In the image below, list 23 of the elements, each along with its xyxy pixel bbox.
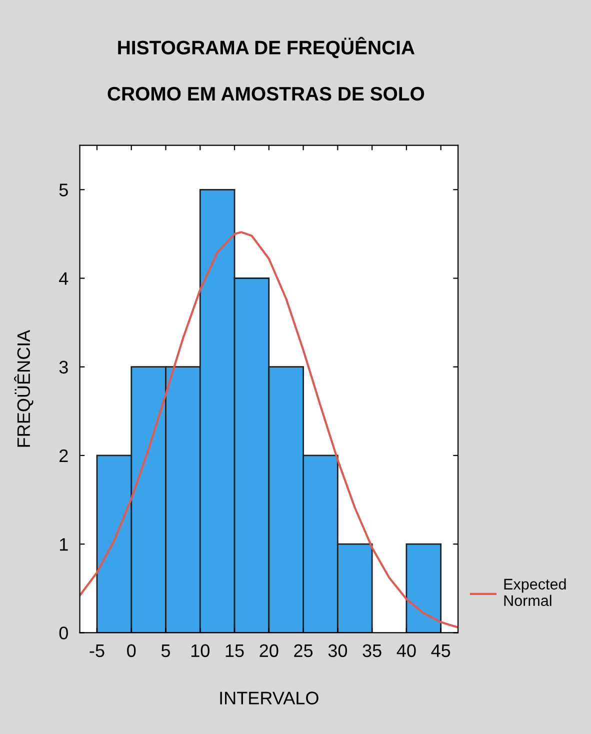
x-tick-label: -5 xyxy=(90,644,104,658)
legend-label: Expected Normal xyxy=(504,578,566,606)
x-tick-label: 40 xyxy=(396,644,416,658)
y-tick-label: 4 xyxy=(59,272,68,285)
chart-subtitle: CROMO EM AMOSTRAS DE SOLO xyxy=(108,86,424,101)
x-tick-label: 45 xyxy=(431,644,450,658)
chart-title: HISTOGRAMA DE FREQÜÊNCIA xyxy=(118,36,415,58)
x-tick-label: 15 xyxy=(226,644,244,658)
x-tick-label: 5 xyxy=(161,644,170,658)
x-tick-label: 10 xyxy=(191,644,210,658)
x-axis-title: INTERVALO xyxy=(220,692,318,704)
y-tick-label: 1 xyxy=(60,538,68,551)
x-tick-label: 0 xyxy=(127,644,136,658)
x-tick-label: 25 xyxy=(294,644,313,658)
line-series xyxy=(80,231,458,628)
x-tick-label: 20 xyxy=(260,644,278,658)
x-tick-label: 35 xyxy=(362,644,382,658)
y-axis-title: FREQÜÊNCIA xyxy=(14,330,34,447)
y-tick-label: 5 xyxy=(59,184,68,196)
x-tick-label: 30 xyxy=(328,644,348,658)
y-tick-label: 3 xyxy=(59,360,68,374)
y-tick-label: 2 xyxy=(60,449,68,462)
y-tick-label: 0 xyxy=(59,626,68,640)
